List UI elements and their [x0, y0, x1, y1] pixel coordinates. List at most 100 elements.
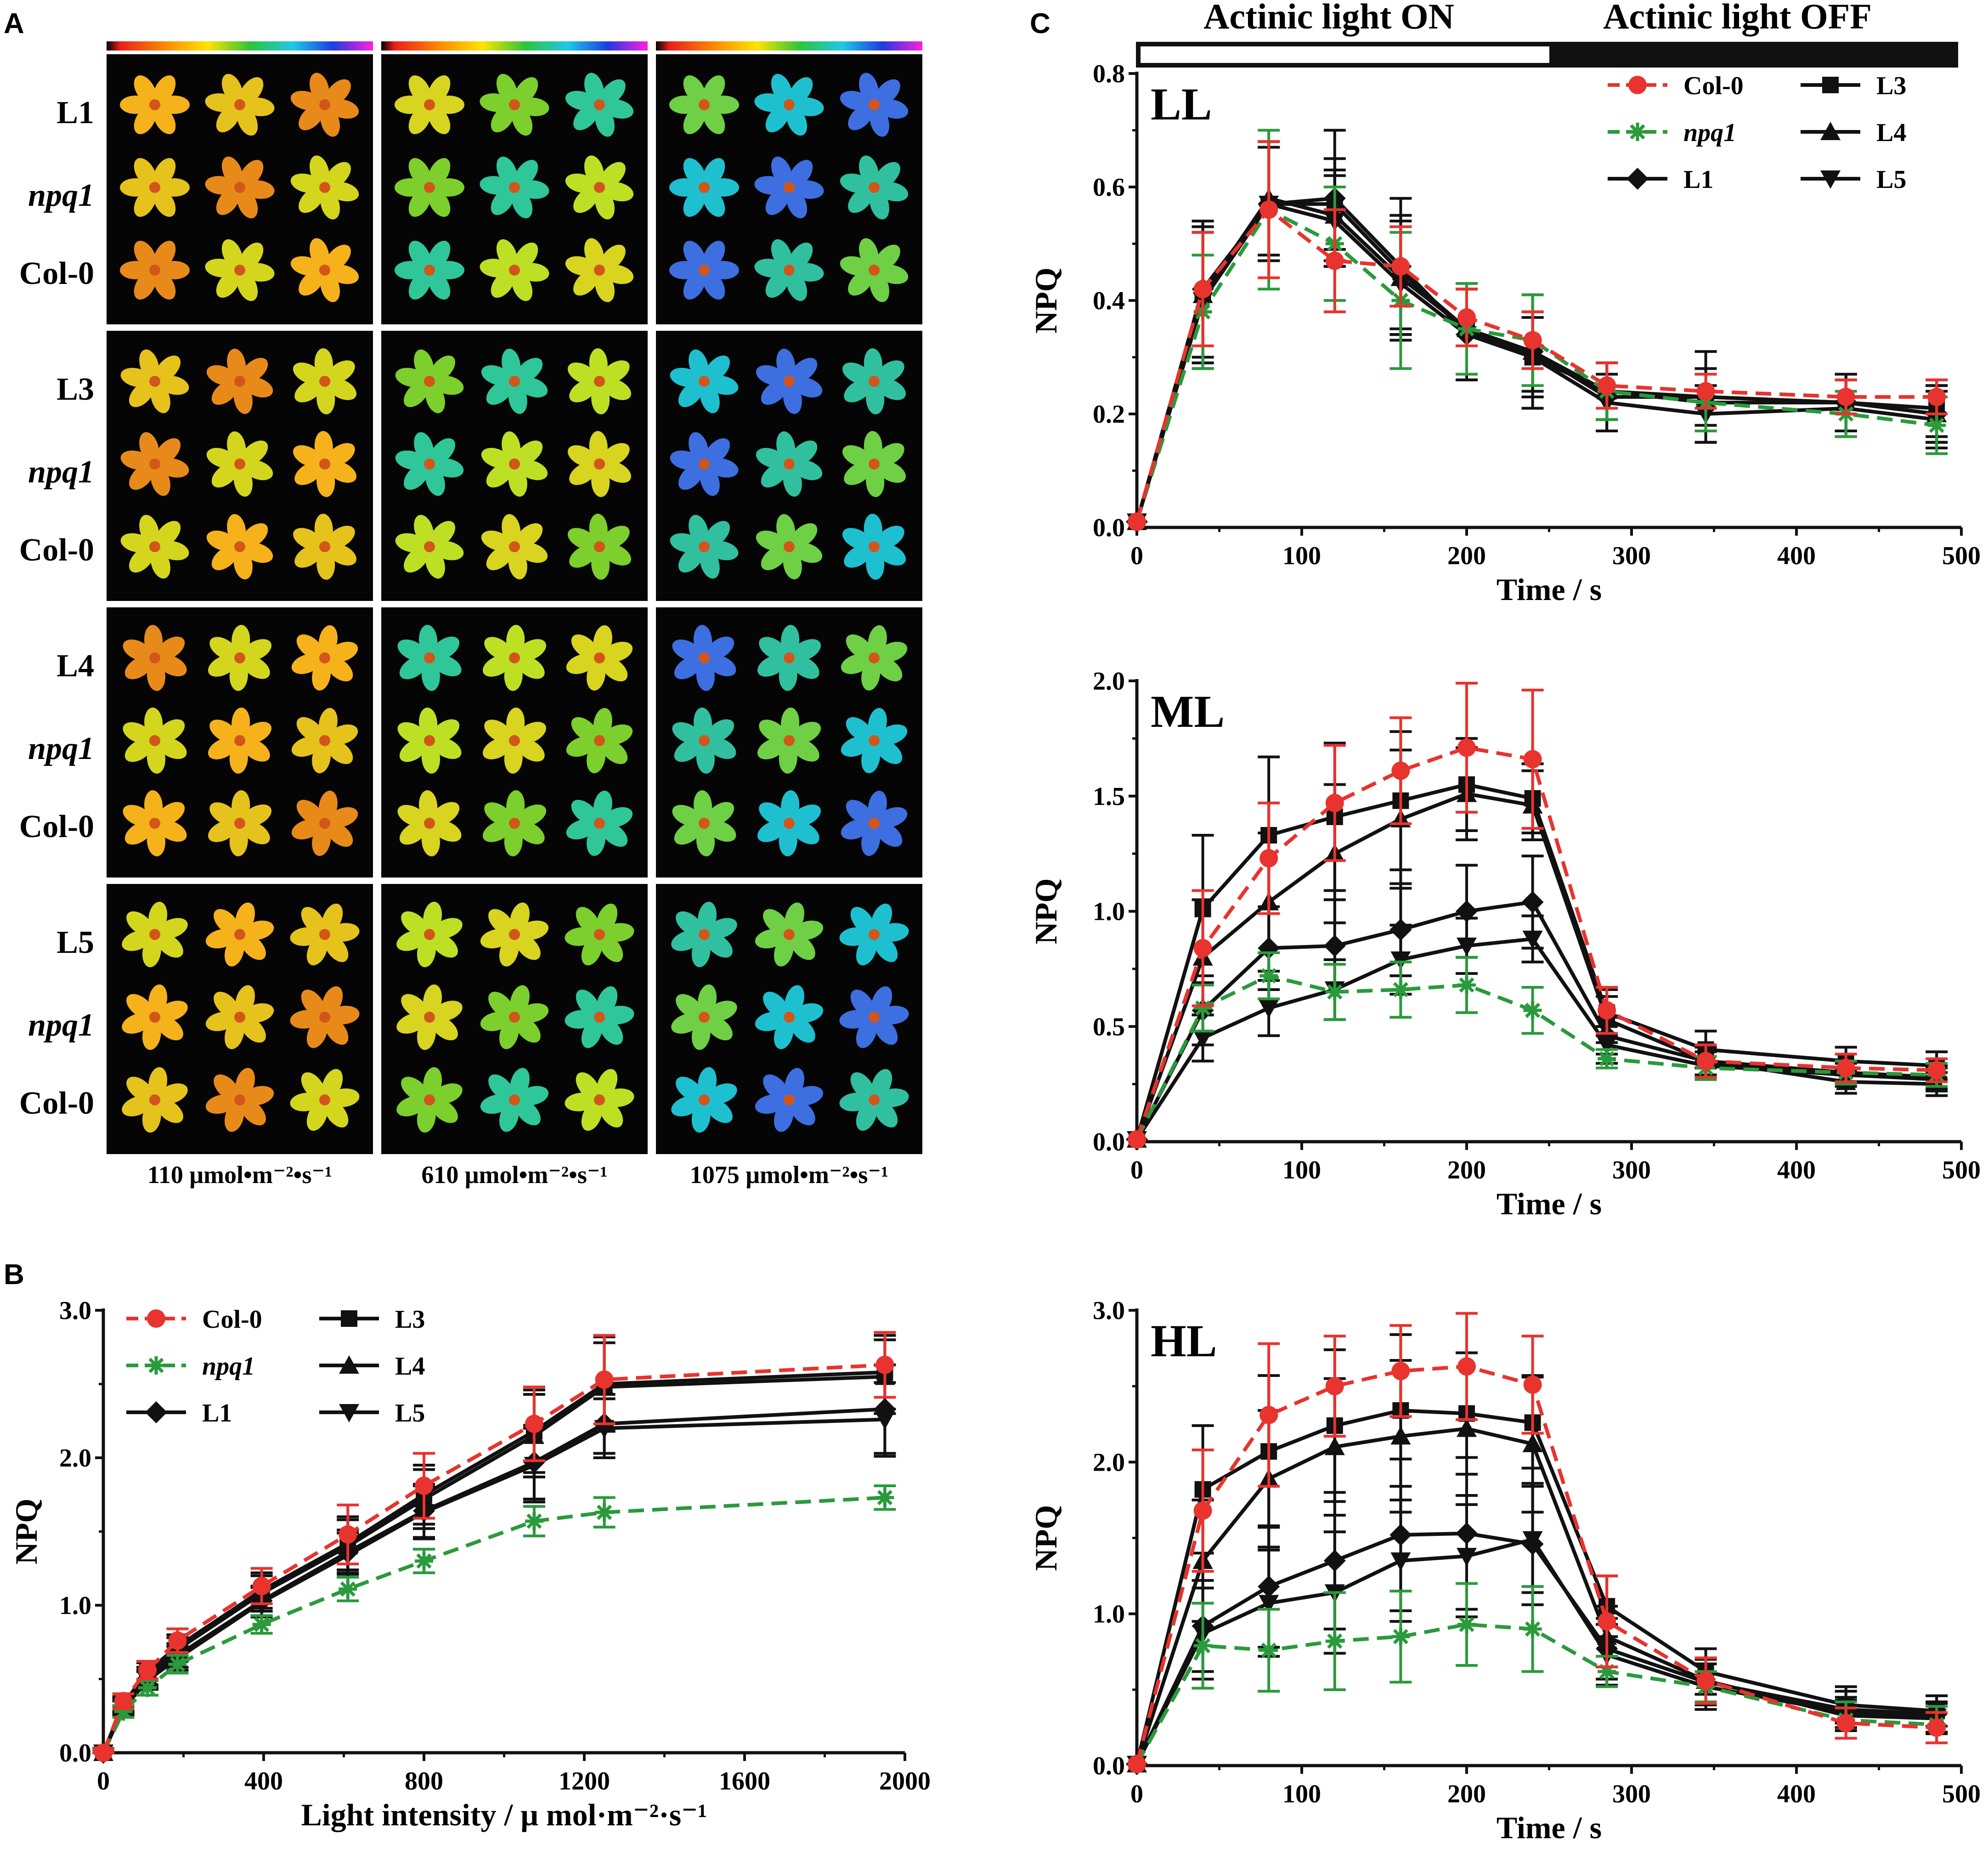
actinic-off-label: Actinic light OFF — [1603, 0, 1872, 36]
row-label-line: L1 — [56, 95, 94, 130]
leaf — [314, 431, 333, 463]
leaf — [792, 920, 824, 940]
leaf — [776, 514, 796, 545]
leaf — [515, 934, 541, 960]
y-tick-label: 2.0 — [1093, 1448, 1125, 1477]
leaf — [242, 639, 272, 661]
chart-title: HL — [1151, 1315, 1217, 1366]
marker-circle — [875, 1355, 894, 1374]
rosette — [756, 348, 823, 414]
leaf — [683, 241, 706, 270]
leaf — [399, 656, 428, 680]
y-axis-label: NPQ — [1028, 267, 1063, 334]
leaf — [239, 159, 264, 187]
marker-circle — [415, 1476, 433, 1495]
colorbar — [381, 41, 648, 51]
leaf — [511, 106, 533, 136]
series-line — [102, 1417, 885, 1754]
leaf — [430, 438, 456, 464]
leaf — [566, 653, 597, 674]
marker-triangle-down — [1820, 170, 1841, 189]
series-line — [1135, 1622, 1937, 1765]
row-label-line: L3 — [56, 372, 94, 407]
leaf — [301, 1072, 325, 1100]
leaf — [399, 821, 428, 845]
rosette-center — [784, 1094, 795, 1105]
rosette-center — [319, 182, 330, 193]
marker-circle — [1598, 376, 1616, 395]
rosette — [205, 74, 275, 136]
leaf — [672, 722, 702, 744]
leaf — [706, 737, 736, 759]
leaf — [759, 637, 787, 660]
leaf — [316, 548, 335, 580]
leaf — [403, 381, 429, 408]
leaf — [603, 1006, 634, 1025]
rosette-center — [699, 1012, 710, 1023]
leaf — [771, 156, 792, 187]
leaf — [573, 187, 599, 213]
leaf — [877, 923, 909, 942]
rosette-center — [424, 459, 435, 470]
rosette-center — [424, 735, 435, 746]
rosette-center — [149, 182, 160, 193]
leaf — [242, 738, 270, 762]
rosette-center — [234, 929, 245, 940]
marker-circle — [339, 1525, 357, 1544]
leaf — [875, 162, 900, 188]
leaf — [700, 548, 720, 579]
rosette — [120, 515, 189, 579]
rosette-center — [869, 265, 880, 276]
leaf — [573, 104, 599, 130]
leaf — [601, 360, 630, 384]
x-tick-label: 200 — [1447, 1156, 1486, 1184]
legend-label: L3 — [1876, 72, 1906, 100]
leaf — [844, 462, 872, 485]
rosette-center — [234, 99, 245, 110]
rosette — [122, 984, 188, 1050]
rosette-center — [319, 265, 330, 276]
rosette — [755, 985, 824, 1049]
leaf — [241, 440, 268, 465]
x-tick-label: 0 — [1130, 542, 1143, 570]
rosette — [671, 1067, 737, 1133]
rosette — [208, 625, 272, 691]
leaf — [791, 722, 821, 744]
rosette-center — [149, 265, 160, 276]
leaf — [327, 360, 355, 384]
rosette-center — [509, 1094, 520, 1105]
rosette-center — [234, 652, 245, 663]
leaf — [432, 1001, 463, 1021]
leaf — [428, 241, 451, 270]
leaf — [299, 187, 324, 213]
leaf — [678, 546, 704, 573]
leaf — [876, 360, 904, 384]
rosette — [839, 903, 909, 966]
leaf — [706, 802, 734, 826]
series-col-0 — [1128, 140, 1948, 531]
leaf — [430, 521, 456, 547]
x-tick-label: 200 — [1447, 542, 1486, 570]
rosette-center — [784, 376, 795, 387]
leaf — [397, 639, 427, 661]
leaf — [584, 238, 604, 269]
rosette — [293, 348, 357, 414]
leaf — [584, 155, 604, 186]
leaf — [870, 189, 889, 220]
leaf — [124, 821, 153, 845]
leaf — [134, 241, 157, 270]
leaf — [576, 906, 600, 934]
rosette — [205, 902, 274, 967]
intensity-label: 110 μmol•m⁻²•s⁻¹ — [147, 1161, 332, 1189]
marker-star — [138, 1678, 157, 1697]
rosette-center — [149, 541, 160, 552]
leaf — [783, 465, 802, 497]
legend: Col-0 npq1 L1 L3 L4 L5 — [1608, 72, 1906, 194]
marker-star — [147, 1356, 165, 1375]
rosette-center — [699, 929, 710, 940]
leaf — [591, 383, 610, 414]
leaf — [310, 155, 329, 186]
leaf — [242, 821, 270, 844]
x-tick-label: 300 — [1612, 542, 1651, 570]
